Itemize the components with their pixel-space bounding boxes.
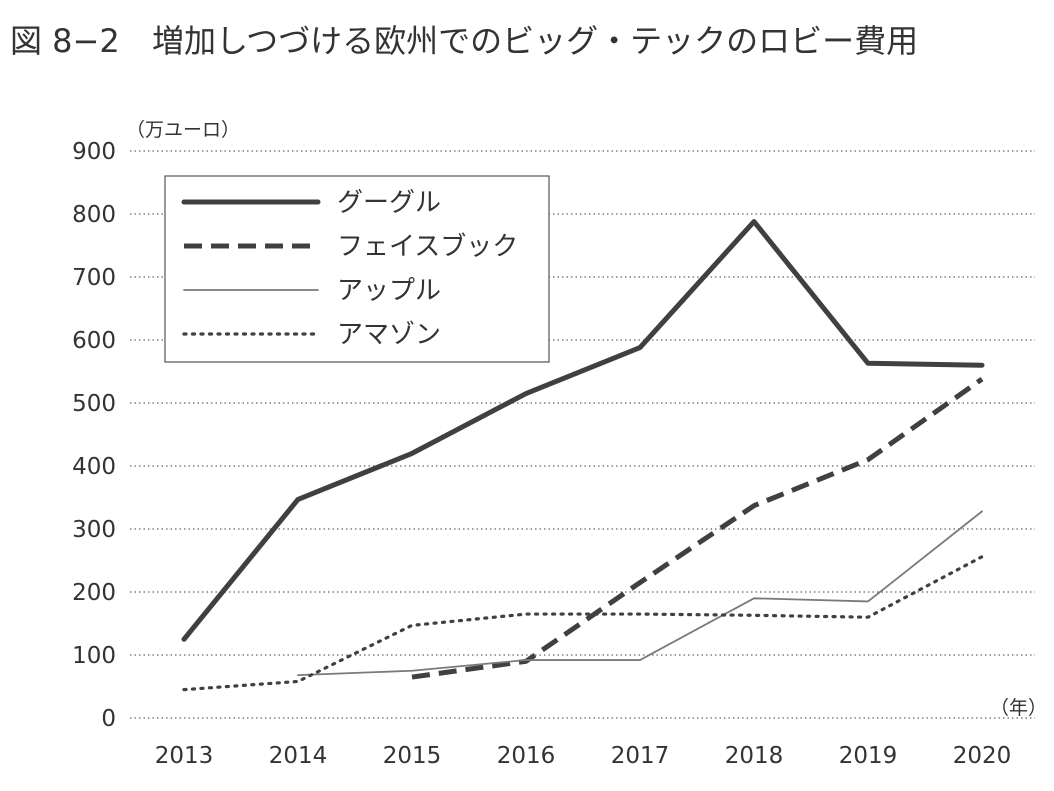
y-tick-label: 100 bbox=[72, 643, 116, 669]
y-tick-label: 200 bbox=[72, 580, 116, 606]
x-tick-label: 2015 bbox=[383, 743, 442, 769]
x-tick-label: 2018 bbox=[725, 743, 784, 769]
series-lines bbox=[181, 219, 985, 692]
chart-title: 増加しつづける欧州でのビッグ・テックのロビー費用 bbox=[152, 22, 918, 60]
figure-number: 図 8−2 bbox=[10, 22, 120, 60]
x-axis-unit: （年） bbox=[990, 697, 1047, 719]
y-tick-label: 800 bbox=[72, 202, 116, 228]
y-tick-label: 900 bbox=[72, 139, 116, 165]
legend-label-amazon: アマゾン bbox=[337, 320, 441, 350]
y-tick-label: 700 bbox=[72, 265, 116, 291]
x-tick-label: 2020 bbox=[953, 743, 1012, 769]
x-tick-labels: 2013 2014 2015 2016 2017 2018 2019 2020 bbox=[155, 743, 1012, 769]
y-tick-label: 400 bbox=[72, 454, 116, 480]
legend-label-facebook: フェイスブック bbox=[337, 232, 518, 262]
legend-box bbox=[164, 175, 550, 363]
legend-label-google: グーグル bbox=[337, 188, 441, 218]
series-line-google bbox=[181, 219, 985, 642]
series-line-facebook bbox=[411, 377, 984, 680]
x-tick-label: 2017 bbox=[611, 743, 670, 769]
y-tick-label: 300 bbox=[72, 517, 116, 543]
legend-label-apple: アップル bbox=[337, 276, 441, 306]
y-tick-label: 600 bbox=[72, 328, 116, 354]
y-tick-label: 500 bbox=[72, 391, 116, 417]
y-axis-unit: （万ユーロ） bbox=[126, 119, 240, 141]
x-tick-label: 2013 bbox=[155, 743, 214, 769]
series-line-apple bbox=[297, 510, 983, 677]
x-tick-label: 2014 bbox=[269, 743, 328, 769]
x-tick-label: 2019 bbox=[839, 743, 898, 769]
y-tick-labels: 0 100 200 300 400 500 600 700 800 900 bbox=[72, 139, 116, 732]
series-line-amazon bbox=[182, 555, 984, 692]
x-tick-label: 2016 bbox=[497, 743, 556, 769]
y-tick-label: 0 bbox=[101, 706, 116, 732]
